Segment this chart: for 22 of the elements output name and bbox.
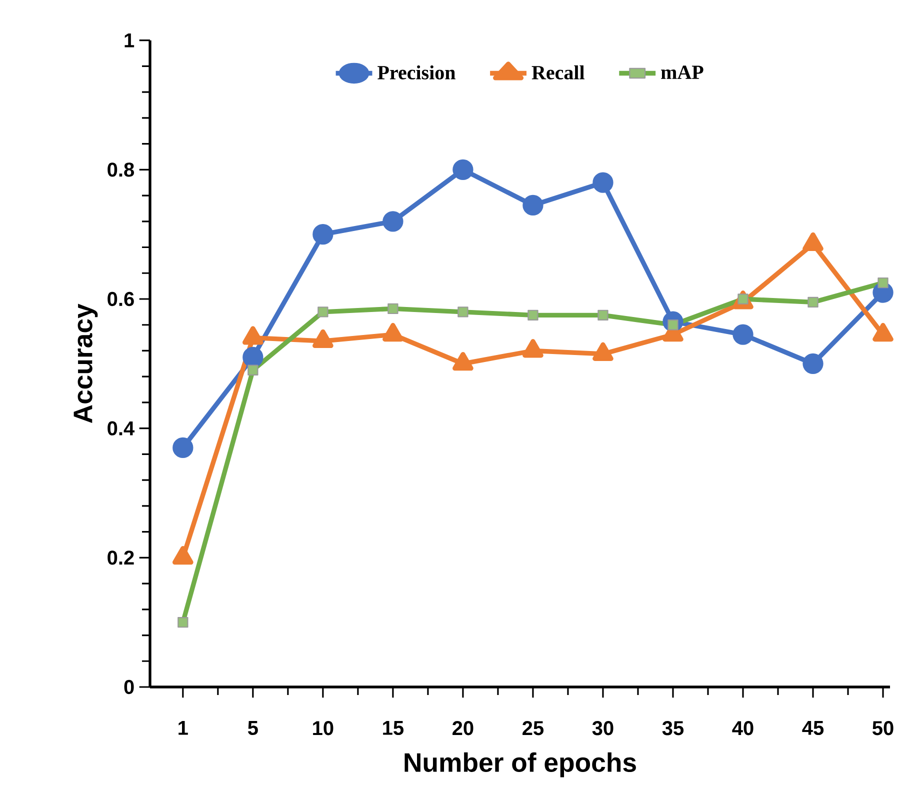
legend-label: mAP xyxy=(661,66,704,79)
legend-label: Precision xyxy=(378,65,456,80)
x-axis-title: Number of epochs xyxy=(404,752,636,778)
x-tick-label: 25 xyxy=(522,721,544,736)
x-tick-label: 50 xyxy=(872,721,894,736)
x-tick-label: 15 xyxy=(383,721,404,735)
y-tick-label: 0.6 xyxy=(108,292,134,306)
y-tick-label: 0.4 xyxy=(108,421,135,436)
x-tick-label: 1 xyxy=(178,721,188,735)
x-tick-label: 30 xyxy=(592,721,614,736)
x-tick-label: 20 xyxy=(452,721,474,736)
y-tick-label: 0 xyxy=(124,680,134,694)
x-tick-label: 10 xyxy=(313,721,334,736)
x-tick-label: 40 xyxy=(732,721,754,736)
x-tick-label: 5 xyxy=(248,721,258,735)
y-tick-label: 0.8 xyxy=(108,162,134,177)
y-tick-label: 0.2 xyxy=(108,550,134,565)
y-tick-label: 1 xyxy=(124,33,134,48)
y-axis-title: Accuracy xyxy=(74,304,98,424)
legend-label: Recall xyxy=(532,65,584,80)
x-tick-label: 35 xyxy=(662,721,684,736)
x-tick-label: 45 xyxy=(802,721,824,735)
